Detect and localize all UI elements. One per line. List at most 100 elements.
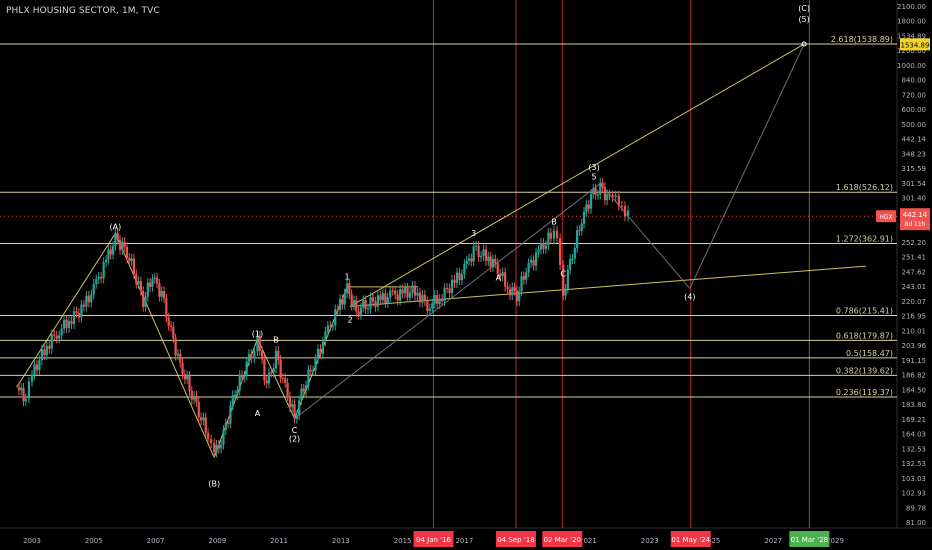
candle[interactable] (406, 287, 409, 298)
candle[interactable] (155, 277, 159, 284)
candle[interactable] (281, 378, 285, 380)
candle[interactable] (529, 260, 533, 263)
trend-line[interactable] (349, 43, 805, 307)
candle[interactable] (477, 245, 480, 258)
candle[interactable] (293, 404, 296, 419)
candle[interactable] (448, 288, 451, 294)
candle[interactable] (183, 374, 186, 380)
candle[interactable] (245, 361, 248, 376)
candle[interactable] (522, 276, 525, 280)
candle[interactable] (153, 277, 156, 279)
candle[interactable] (240, 374, 244, 378)
candle[interactable] (100, 276, 103, 279)
candle[interactable] (132, 258, 136, 275)
candle[interactable] (369, 297, 372, 309)
candle[interactable] (475, 245, 478, 247)
candle[interactable] (75, 311, 78, 313)
candle[interactable] (258, 335, 261, 351)
candle[interactable] (311, 370, 315, 372)
candle[interactable] (441, 298, 444, 302)
candle[interactable] (362, 300, 365, 308)
candle[interactable] (40, 349, 43, 361)
candle[interactable] (463, 263, 466, 275)
candle[interactable] (401, 289, 404, 294)
candle[interactable] (559, 238, 562, 265)
date-marker-tag[interactable] (495, 531, 536, 547)
candle[interactable] (130, 258, 133, 261)
candle[interactable] (217, 444, 220, 449)
candle[interactable] (220, 444, 223, 449)
candle[interactable] (231, 395, 234, 406)
candle[interactable] (484, 249, 488, 261)
trend-line[interactable] (294, 183, 601, 420)
candle[interactable] (511, 287, 514, 296)
candle[interactable] (263, 359, 266, 381)
candle[interactable] (204, 417, 207, 433)
candle[interactable] (291, 404, 294, 408)
date-marker-tag[interactable] (789, 531, 830, 547)
candle[interactable] (408, 292, 412, 298)
candle[interactable] (146, 282, 149, 297)
candle[interactable] (594, 188, 597, 195)
candle[interactable] (222, 429, 225, 445)
candle[interactable] (525, 272, 528, 280)
candle[interactable] (537, 249, 540, 253)
trend-line[interactable] (257, 338, 295, 419)
candle[interactable] (167, 317, 170, 326)
candle[interactable] (97, 276, 100, 280)
candle[interactable] (60, 328, 63, 336)
date-marker-tag[interactable] (542, 531, 583, 547)
candle[interactable] (520, 276, 523, 292)
candle[interactable] (48, 345, 51, 349)
candle[interactable] (298, 400, 301, 416)
candle[interactable] (552, 230, 556, 239)
candle[interactable] (128, 258, 131, 261)
candle[interactable] (53, 334, 56, 336)
candle[interactable] (472, 246, 475, 262)
candle[interactable] (188, 375, 191, 391)
candle[interactable] (381, 293, 384, 301)
candle[interactable] (596, 194, 600, 196)
candle[interactable] (38, 360, 41, 371)
candle[interactable] (394, 290, 397, 295)
candle[interactable] (532, 260, 535, 266)
candle[interactable] (334, 309, 337, 326)
candle[interactable] (399, 289, 402, 301)
candle[interactable] (105, 259, 108, 262)
candle[interactable] (316, 348, 320, 360)
candle[interactable] (169, 325, 173, 327)
candle[interactable] (321, 341, 325, 354)
candle[interactable] (179, 353, 182, 363)
candle[interactable] (288, 396, 291, 408)
candle[interactable] (250, 354, 253, 359)
candle[interactable] (17, 387, 20, 391)
candle[interactable] (102, 261, 105, 279)
candle[interactable] (384, 293, 387, 304)
candle[interactable] (426, 301, 429, 312)
candle[interactable] (617, 195, 620, 206)
candle[interactable] (573, 248, 576, 259)
candle[interactable] (571, 258, 574, 260)
candle[interactable] (438, 298, 441, 305)
candle[interactable] (85, 295, 88, 307)
candle[interactable] (431, 303, 434, 309)
candle[interactable] (421, 294, 424, 303)
candle[interactable] (253, 351, 256, 359)
candle[interactable] (295, 415, 298, 419)
candle[interactable] (58, 335, 61, 339)
candle[interactable] (355, 300, 358, 312)
candle[interactable] (544, 245, 548, 249)
candle[interactable] (206, 432, 210, 440)
candle[interactable] (587, 204, 590, 209)
candle[interactable] (22, 387, 25, 402)
candle[interactable] (33, 364, 36, 375)
candle[interactable] (345, 283, 349, 294)
candle[interactable] (160, 291, 163, 297)
candle[interactable] (445, 287, 449, 289)
candle[interactable] (77, 312, 81, 318)
candle[interactable] (411, 285, 414, 293)
candle[interactable] (172, 326, 175, 339)
candle[interactable] (352, 300, 356, 306)
candle[interactable] (341, 299, 344, 305)
